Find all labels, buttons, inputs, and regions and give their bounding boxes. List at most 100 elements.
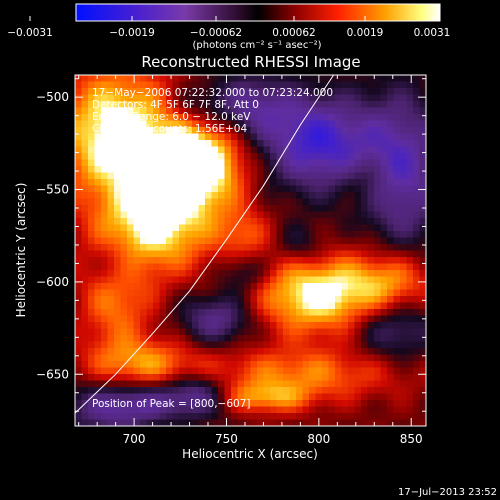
heatmap-cell (231, 101, 239, 109)
heatmap-cell (88, 101, 96, 109)
heatmap-cell (276, 406, 284, 414)
heatmap-cell (153, 419, 161, 426)
heatmap-cell (393, 289, 401, 297)
heatmap-cell (159, 283, 167, 291)
heatmap-cell (406, 185, 414, 193)
heatmap-cell (400, 120, 408, 128)
heatmap-cell (107, 205, 115, 213)
heatmap-cell (263, 270, 271, 278)
heatmap-cell (289, 250, 297, 258)
heatmap-cell (348, 296, 356, 304)
info-line: Clean Total counts: 1.56E+04 (92, 123, 247, 135)
heatmap-cell (302, 289, 310, 297)
heatmap-cell (231, 179, 239, 187)
heatmap-cell (224, 276, 232, 284)
heatmap-cell (400, 114, 408, 122)
heatmap-cell (237, 224, 245, 232)
heatmap-cell (348, 244, 356, 252)
heatmap-cell (244, 140, 252, 148)
heatmap-cell (406, 179, 414, 187)
heatmap-cell (335, 289, 343, 297)
heatmap-cell (88, 315, 96, 323)
heatmap-cell (374, 406, 382, 414)
heatmap-cell (250, 250, 258, 258)
heatmap-cell (354, 153, 362, 161)
heatmap-cell (140, 172, 148, 180)
heatmap-cell (81, 172, 89, 180)
heatmap-cell (283, 140, 291, 148)
heatmap-cell (387, 127, 395, 135)
heatmap-cell (341, 94, 349, 102)
heatmap-cell (81, 380, 89, 388)
heatmap-cell (237, 146, 245, 154)
heatmap-cell (354, 166, 362, 174)
heatmap-cell (270, 185, 278, 193)
heatmap-cell (276, 400, 284, 408)
heatmap-cell (120, 322, 128, 330)
heatmap-cell (322, 146, 330, 154)
heatmap-cell (296, 192, 304, 200)
heatmap-cell (198, 185, 206, 193)
heatmap-cell (166, 315, 174, 323)
heatmap-cell (94, 192, 102, 200)
heatmap-cell (374, 315, 382, 323)
colorbar-tick-label: 0.0019 (347, 27, 384, 39)
heatmap-cell (94, 218, 102, 226)
heatmap-cell (367, 185, 375, 193)
heatmap-cell (348, 263, 356, 271)
heatmap-cell (367, 276, 375, 284)
heatmap-cell (153, 244, 161, 252)
heatmap-cell (302, 400, 310, 408)
heatmap-cell (153, 348, 161, 356)
heatmap-cell (413, 179, 421, 187)
heatmap-cell (367, 374, 375, 382)
heatmap-cell (159, 263, 167, 271)
heatmap-cell (406, 270, 414, 278)
heatmap-cell (270, 140, 278, 148)
heatmap-cell (393, 120, 401, 128)
heatmap-cell (75, 120, 83, 128)
heatmap-cell (361, 218, 369, 226)
heatmap-cell (354, 218, 362, 226)
heatmap-cell (367, 315, 375, 323)
heatmap-cell (205, 387, 213, 395)
heatmap-cell (101, 419, 109, 426)
heatmap-cell (224, 107, 232, 115)
heatmap-cell (159, 315, 167, 323)
heatmap-cell (315, 328, 323, 336)
heatmap-cell (218, 328, 226, 336)
heatmap-cell (244, 146, 252, 154)
heatmap-cell (159, 205, 167, 213)
heatmap-cell (322, 263, 330, 271)
heatmap-cell (198, 387, 206, 395)
heatmap-cell (335, 406, 343, 414)
heatmap-cell (166, 289, 174, 297)
heatmap-cell (140, 309, 148, 317)
heatmap-cell (257, 406, 265, 414)
heatmap-cell (88, 172, 96, 180)
heatmap-cell (400, 107, 408, 115)
heatmap-cell (354, 140, 362, 148)
heatmap-cell (257, 205, 265, 213)
heatmap-cell (354, 114, 362, 122)
heatmap-cell (133, 159, 141, 167)
heatmap-cell (400, 127, 408, 135)
heatmap-cell (328, 374, 336, 382)
heatmap-cell (127, 263, 135, 271)
heatmap-cell (198, 107, 206, 115)
heatmap-cell (185, 309, 193, 317)
heatmap-cell (146, 179, 154, 187)
heatmap-cell (81, 276, 89, 284)
heatmap-cell (159, 328, 167, 336)
heatmap-cell (146, 309, 154, 317)
heatmap-cell (276, 81, 284, 89)
heatmap-cell (374, 270, 382, 278)
heatmap-cell (406, 406, 414, 414)
heatmap-cell (263, 250, 271, 258)
heatmap-cell (263, 237, 271, 245)
heatmap-cell (348, 172, 356, 180)
heatmap-cell (153, 231, 161, 239)
heatmap-cell (159, 341, 167, 349)
heatmap-cell (289, 263, 297, 271)
